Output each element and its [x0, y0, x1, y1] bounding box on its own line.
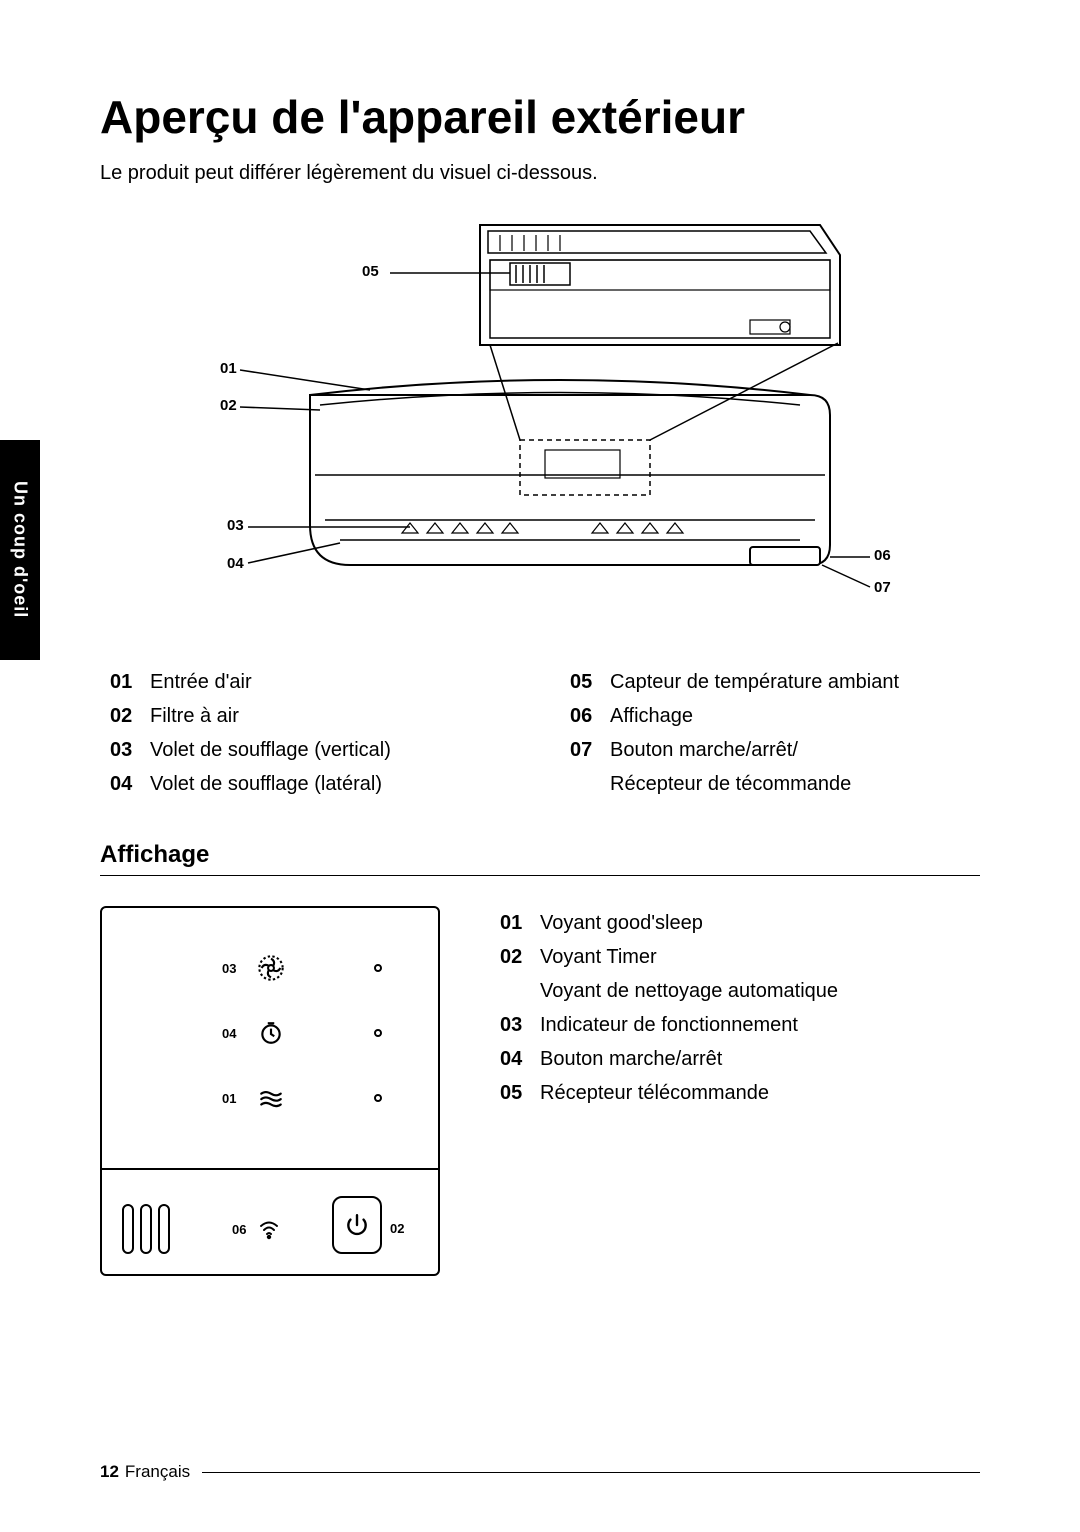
panel-num-04: 04 [222, 1026, 236, 1041]
wifi-icon [254, 1214, 284, 1244]
legend-item: 05Récepteur télécommande [500, 1076, 980, 1110]
display-panel: 03 04 [100, 906, 440, 1276]
receiver-grille [122, 1204, 170, 1254]
callout-05: 05 [360, 263, 381, 280]
legend-item: 07Bouton marche/arrêt/ Récepteur de téco… [570, 733, 970, 801]
callout-04: 04 [225, 555, 246, 572]
legend-item: 01Entrée d'air [110, 665, 510, 699]
legend-item: 04Volet de soufflage (latéral) [110, 767, 510, 801]
page-title: Aperçu de l'appareil extérieur [100, 90, 980, 144]
unit-svg [190, 215, 890, 635]
panel-num-06: 06 [232, 1222, 246, 1237]
callout-02: 02 [218, 397, 239, 414]
indicator-led [374, 1094, 382, 1102]
legend-item: 06Affichage [570, 699, 970, 733]
power-icon [344, 1212, 370, 1238]
panel-num-03: 03 [222, 961, 236, 976]
panel-num-02: 02 [390, 1221, 404, 1236]
callout-03: 03 [225, 517, 246, 534]
legend-item: 02Filtre à air [110, 699, 510, 733]
page: Un coup d'oeil Aperçu de l'appareil exté… [0, 0, 1080, 1532]
power-button[interactable] [332, 1196, 382, 1254]
goodsleep-icon [256, 1083, 286, 1113]
section-affichage-title: Affichage [100, 841, 980, 876]
legend-item: 01Voyant good'sleep [500, 906, 980, 940]
panel-legend: 01Voyant good'sleep 02Voyant Timer Voyan… [500, 906, 980, 1276]
side-tab: Un coup d'oeil [0, 440, 40, 660]
fan-icon [256, 953, 286, 983]
legend-item: 03Indicateur de fonctionnement [500, 1008, 980, 1042]
callout-01: 01 [218, 360, 239, 377]
legend-col-left: 01Entrée d'air 02Filtre à air 03Volet de… [110, 665, 510, 801]
page-footer: 12 Français [100, 1462, 980, 1482]
legend-columns: 01Entrée d'air 02Filtre à air 03Volet de… [100, 665, 980, 801]
page-lang: Français [125, 1462, 190, 1482]
side-tab-text: Un coup d'oeil [10, 481, 31, 618]
footer-rule [202, 1472, 980, 1473]
indicator-led [374, 1029, 382, 1037]
callout-06: 06 [872, 547, 893, 564]
legend-item: 02Voyant Timer Voyant de nettoyage autom… [500, 940, 980, 1008]
indicator-led [374, 964, 382, 972]
panel-divider [102, 1168, 438, 1170]
wifi-group: 06 [232, 1214, 284, 1244]
subtitle: Le produit peut différer légèrement du v… [100, 162, 980, 185]
legend-item: 04Bouton marche/arrêt [500, 1042, 980, 1076]
panel-num-01: 01 [222, 1091, 236, 1106]
timer-icon [256, 1018, 286, 1048]
affichage-row: 03 04 [100, 906, 980, 1276]
unit-diagram: 05 01 02 03 04 06 07 [190, 215, 890, 635]
callout-07: 07 [872, 579, 893, 596]
legend-item: 05Capteur de température ambiant [570, 665, 970, 699]
legend-item: 03Volet de soufflage (vertical) [110, 733, 510, 767]
page-number: 12 [100, 1462, 119, 1482]
legend-col-right: 05Capteur de température ambiant 06Affic… [570, 665, 970, 801]
